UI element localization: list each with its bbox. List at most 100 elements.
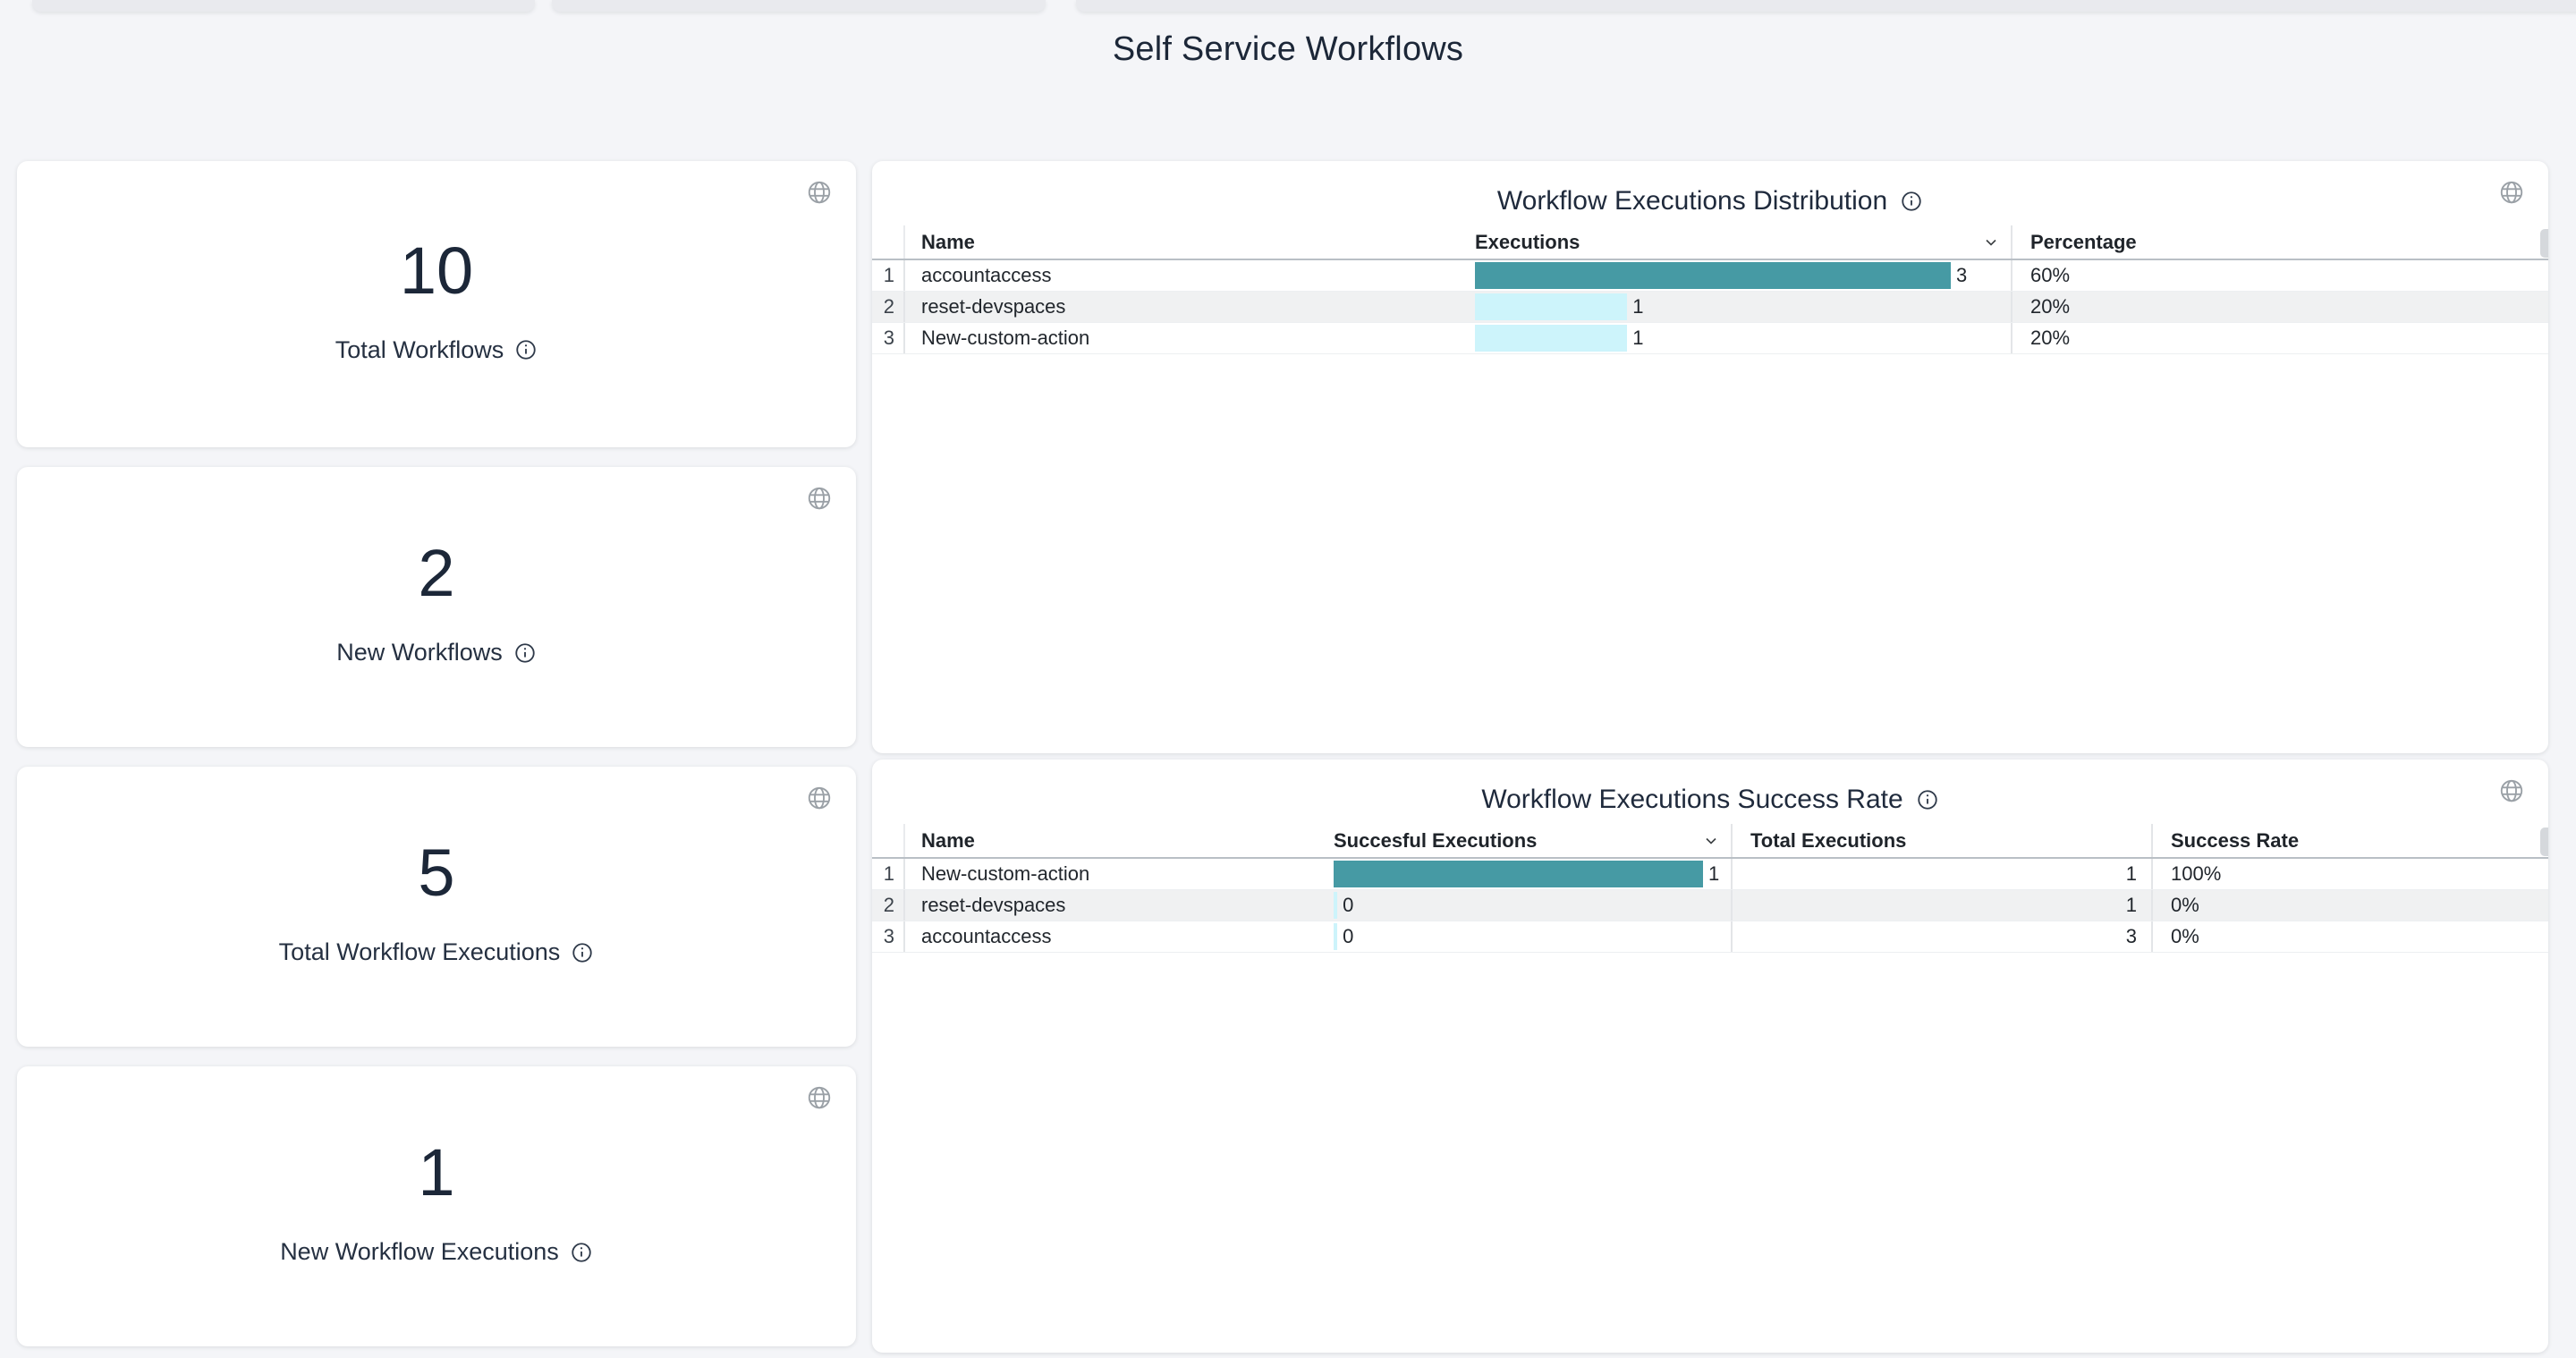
- workflow-name: accountaccess: [903, 260, 1470, 291]
- successful-executions-bar: [1334, 861, 1703, 887]
- header-name[interactable]: Name: [903, 225, 1470, 259]
- stat-card-total-workflows: 10 Total Workflows: [17, 161, 856, 447]
- card-workflow-executions-success-rate: Workflow Executions Success Rate Name Su…: [872, 760, 2548, 1353]
- executions-bar-cell: 1: [1470, 292, 2011, 322]
- header-row-number: [872, 824, 903, 857]
- stat-label-row: New Workflows: [336, 639, 537, 666]
- successful-executions-bar-cell: 0: [1328, 921, 1731, 952]
- row-number: 3: [883, 925, 894, 947]
- header-executions[interactable]: Executions: [1470, 225, 2011, 259]
- percentage-value: 20%: [2011, 292, 2548, 322]
- info-icon[interactable]: [514, 338, 538, 361]
- chevron-down-icon[interactable]: [1702, 832, 1720, 850]
- globe-icon[interactable]: [806, 1084, 833, 1111]
- successful-executions-bar: [1334, 923, 1338, 950]
- stat-label: Total Workflows: [335, 335, 504, 363]
- bar-value: 3: [1956, 264, 1968, 286]
- header-successful-executions[interactable]: Succesful Executions: [1328, 824, 1731, 857]
- bar-track: 0: [1334, 923, 1703, 950]
- bar-track: 1: [1475, 325, 1951, 352]
- distribution-table: Name Executions Percentage 1 accountacce…: [872, 225, 2548, 354]
- stat-label-row: Total Workflows: [335, 336, 538, 364]
- table-header-row: Name Executions Percentage: [872, 225, 2548, 260]
- globe-icon[interactable]: [806, 179, 833, 206]
- workflow-name: reset-devspaces: [903, 292, 1470, 322]
- success-rate-value: 100%: [2151, 859, 2548, 889]
- header-success-rate[interactable]: Success Rate: [2151, 824, 2548, 857]
- info-icon[interactable]: [571, 941, 594, 964]
- percentage-value: 20%: [2011, 323, 2548, 353]
- successful-executions-bar: [1334, 892, 1338, 919]
- globe-icon[interactable]: [806, 785, 833, 811]
- info-icon[interactable]: [1900, 190, 1923, 213]
- row-number: 1: [883, 264, 894, 286]
- table-header-row: Name Succesful Executions Total Executio…: [872, 824, 2548, 859]
- stat-value: 10: [399, 233, 474, 308]
- executions-bar-cell: 3: [1470, 260, 2011, 291]
- stat-label-row: Total Workflow Executions: [279, 938, 595, 966]
- total-executions-value: 1: [1731, 890, 2151, 921]
- info-icon[interactable]: [513, 641, 537, 665]
- stat-value: 5: [418, 836, 455, 910]
- bar-value: 1: [1632, 295, 1644, 318]
- table-row: 2 reset-devspaces 0 1 0%: [872, 890, 2548, 921]
- table-row: 1 accountaccess 3 60%: [872, 260, 2548, 292]
- executions-bar: [1475, 293, 1628, 320]
- info-icon[interactable]: [1916, 788, 1939, 811]
- globe-icon[interactable]: [806, 485, 833, 512]
- scrollbar-thumb[interactable]: [2540, 229, 2548, 258]
- info-icon[interactable]: [570, 1241, 593, 1264]
- globe-icon[interactable]: [2498, 777, 2525, 804]
- workflow-name: New-custom-action: [903, 859, 1328, 889]
- total-executions-value: 3: [1731, 921, 2151, 952]
- table-row: 3 accountaccess 0 3 0%: [872, 921, 2548, 953]
- successful-executions-bar-cell: 1: [1328, 859, 1731, 889]
- bar-value: 0: [1343, 925, 1354, 947]
- card-title-row: Workflow Executions Success Rate: [872, 760, 2548, 817]
- cutoff-card-fragment: [552, 0, 1046, 12]
- scrollbar-thumb[interactable]: [2540, 828, 2548, 856]
- page-title: Self Service Workflows: [1112, 30, 1464, 68]
- bar-value: 1: [1632, 327, 1644, 349]
- header-name[interactable]: Name: [903, 824, 1328, 857]
- stat-label: New Workflow Executions: [280, 1238, 559, 1265]
- cutoff-card-fragment: [32, 0, 535, 12]
- success-rate-value: 0%: [2151, 890, 2548, 921]
- header-row-number: [872, 225, 903, 259]
- card-title: Workflow Executions Distribution: [1496, 186, 1888, 216]
- table-row: 3 New-custom-action 1 20%: [872, 323, 2548, 354]
- executions-bar: [1475, 325, 1628, 352]
- header-percentage[interactable]: Percentage: [2011, 225, 2548, 259]
- stat-value: 1: [418, 1135, 455, 1209]
- workflow-name: accountaccess: [903, 921, 1328, 952]
- success-rate-table: Name Succesful Executions Total Executio…: [872, 824, 2548, 953]
- stat-card-new-workflow-executions: 1 New Workflow Executions: [17, 1066, 856, 1346]
- bar-track: 0: [1334, 892, 1703, 919]
- cutoff-card-fragment: [1076, 0, 2576, 12]
- header-total-executions[interactable]: Total Executions: [1731, 824, 2151, 857]
- table-row: 2 reset-devspaces 1 20%: [872, 292, 2548, 323]
- row-number: 1: [883, 862, 894, 885]
- row-number: 3: [883, 327, 894, 349]
- globe-icon[interactable]: [2498, 179, 2525, 206]
- bar-value: 1: [1708, 862, 1720, 885]
- stat-label: New Workflows: [336, 639, 503, 666]
- stat-value: 2: [418, 536, 455, 610]
- percentage-value: 60%: [2011, 260, 2548, 291]
- workflow-name: New-custom-action: [903, 323, 1470, 353]
- card-title: Workflow Executions Success Rate: [1481, 785, 1903, 814]
- executions-bar: [1475, 262, 1951, 289]
- row-number: 2: [883, 295, 894, 318]
- chevron-down-icon[interactable]: [1982, 233, 2000, 251]
- row-number: 2: [883, 894, 894, 916]
- bar-track: 1: [1334, 861, 1719, 887]
- bar-track: 3: [1475, 262, 1967, 289]
- total-executions-value: 1: [1731, 859, 2151, 889]
- table-row: 1 New-custom-action 1 1 100%: [872, 859, 2548, 890]
- executions-bar-cell: 1: [1470, 323, 2011, 353]
- card-workflow-executions-distribution: Workflow Executions Distribution Name Ex…: [872, 161, 2548, 753]
- workflow-name: reset-devspaces: [903, 890, 1328, 921]
- card-title-row: Workflow Executions Distribution: [872, 161, 2548, 218]
- stat-card-new-workflows: 2 New Workflows: [17, 467, 856, 747]
